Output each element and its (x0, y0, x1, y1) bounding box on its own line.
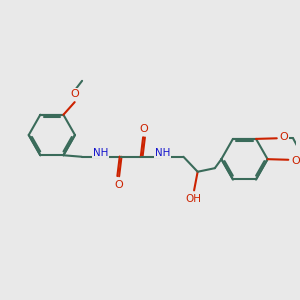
Text: NH: NH (93, 148, 108, 158)
Text: O: O (70, 89, 79, 99)
Text: NH: NH (155, 148, 170, 158)
Text: O: O (139, 124, 148, 134)
Text: O: O (114, 180, 123, 190)
Text: O: O (280, 132, 288, 142)
Text: OH: OH (185, 194, 202, 204)
Text: O: O (291, 156, 300, 166)
